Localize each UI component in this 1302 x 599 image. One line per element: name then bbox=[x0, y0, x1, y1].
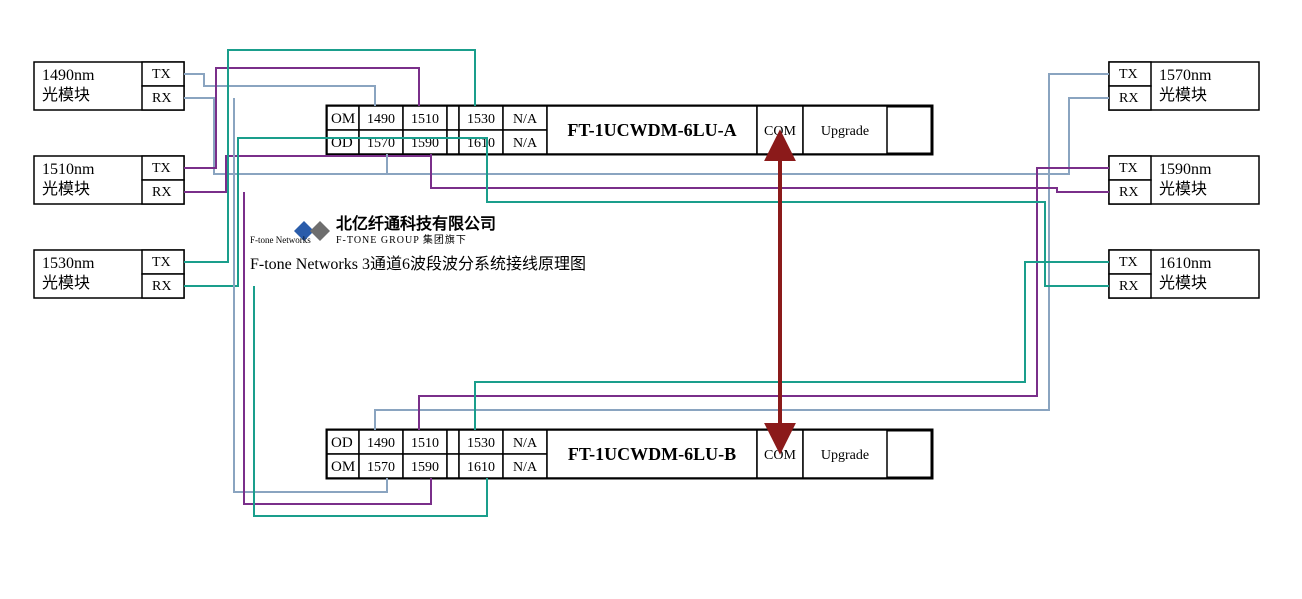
wire-right-tx bbox=[419, 168, 1109, 430]
unit-od-label: OM bbox=[331, 459, 355, 475]
unit-ch-top: 1510 bbox=[411, 112, 439, 127]
unit-ch-bot: 1590 bbox=[411, 460, 439, 475]
unit-ch-top: 1530 bbox=[467, 436, 495, 451]
unit-om-label: OM bbox=[331, 111, 355, 127]
unit-ch-top: 1530 bbox=[467, 112, 495, 127]
unit-ch-cell bbox=[447, 106, 459, 130]
rx-label: RX bbox=[152, 279, 171, 294]
logo-mark bbox=[310, 221, 330, 241]
module-wavelength: 1570nm bbox=[1159, 67, 1212, 84]
unit-ch-bot: N/A bbox=[513, 136, 538, 151]
unit-ch-top: 1490 bbox=[367, 436, 395, 451]
module-label: 光模块 bbox=[42, 180, 90, 198]
module-wavelength: 1610nm bbox=[1159, 255, 1212, 272]
unit-ch-top: N/A bbox=[513, 436, 538, 451]
unit-com: COM bbox=[764, 124, 796, 139]
module-wavelength: 1490nm bbox=[42, 67, 95, 84]
module-label: 光模块 bbox=[1159, 274, 1207, 292]
tx-label: TX bbox=[1119, 255, 1138, 270]
tx-label: TX bbox=[1119, 161, 1138, 176]
logo-cn: 北亿纤通科技有限公司 bbox=[336, 214, 496, 233]
unit-upgrade: Upgrade bbox=[821, 124, 869, 139]
logo-brand: F-tone Networks bbox=[250, 235, 311, 245]
tx-label: TX bbox=[152, 255, 171, 270]
module-label: 光模块 bbox=[1159, 86, 1207, 104]
rx-label: RX bbox=[152, 91, 171, 106]
module-label: 光模块 bbox=[42, 86, 90, 104]
unit-com: COM bbox=[764, 448, 796, 463]
unit-name: FT-1UCWDM-6LU-A bbox=[567, 120, 736, 140]
rx-label: RX bbox=[1119, 91, 1138, 106]
wire-left-tx bbox=[184, 74, 375, 106]
unit-ch-top: 1490 bbox=[367, 112, 395, 127]
unit-upgrade: Upgrade bbox=[821, 448, 869, 463]
module-label: 光模块 bbox=[42, 274, 90, 292]
rx-label: RX bbox=[152, 185, 171, 200]
rx-label: RX bbox=[1119, 185, 1138, 200]
module-label: 光模块 bbox=[1159, 180, 1207, 198]
unit-ch-top: 1510 bbox=[411, 436, 439, 451]
wire-left-from-b bbox=[254, 286, 487, 516]
module-wavelength: 1510nm bbox=[42, 161, 95, 178]
tx-label: TX bbox=[152, 67, 171, 82]
unit-ch-cell bbox=[447, 130, 459, 154]
caption: F-tone Networks 3通道6波段波分系统接线原理图 bbox=[250, 255, 586, 273]
tx-label: TX bbox=[1119, 67, 1138, 82]
unit-om-label: OD bbox=[331, 435, 353, 451]
unit-ch-cell bbox=[447, 430, 459, 454]
unit-ch-bot: N/A bbox=[513, 460, 538, 475]
tx-label: TX bbox=[152, 161, 171, 176]
rx-label: RX bbox=[1119, 279, 1138, 294]
wire-right-tx bbox=[475, 262, 1109, 430]
unit-name: FT-1UCWDM-6LU-B bbox=[568, 444, 736, 464]
unit-ch-cell bbox=[447, 454, 459, 478]
module-wavelength: 1530nm bbox=[42, 255, 95, 272]
unit-ch-bot: 1570 bbox=[367, 460, 395, 475]
unit-ch-bot: 1610 bbox=[467, 460, 495, 475]
unit-ch-top: N/A bbox=[513, 112, 538, 127]
module-wavelength: 1590nm bbox=[1159, 161, 1212, 178]
logo-en: F-TONE GROUP 集团旗下 bbox=[336, 233, 467, 246]
